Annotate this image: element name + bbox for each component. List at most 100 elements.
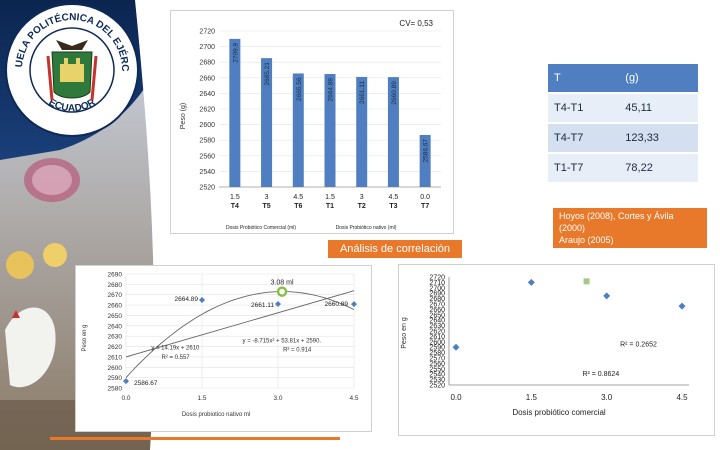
commercial-scatter-chart: Peso en g Dosis probiótico comercial 252… bbox=[401, 275, 689, 417]
logo-ring-text-bottom: ECUADOR bbox=[47, 97, 98, 115]
y-tick-label: 2580 bbox=[108, 386, 123, 393]
r2-label: R² = 0.8624 bbox=[582, 371, 619, 378]
y-tick-label: 2720 bbox=[199, 29, 215, 36]
x-tick-label: 3 bbox=[265, 194, 269, 201]
treatment-label: T3 bbox=[389, 203, 397, 210]
y-tick-label: 2650 bbox=[429, 312, 445, 319]
y-tick-label: 2620 bbox=[199, 107, 215, 114]
bar-value-label: 2685.21 bbox=[264, 62, 271, 86]
group-label-native: Dosis Probiótico nativo (ml) bbox=[336, 225, 397, 231]
y-tick-label: 2660 bbox=[199, 75, 215, 82]
bar-value-label: 2664.89 bbox=[328, 78, 335, 102]
chicken-image bbox=[5, 307, 56, 388]
y-tick-label: 2630 bbox=[108, 334, 123, 341]
y-tick-label: 2690 bbox=[429, 291, 445, 298]
y-tick-label: 2600 bbox=[199, 122, 215, 129]
x-tick-label: 3.0 bbox=[273, 395, 282, 402]
y-tick-label: 2700 bbox=[429, 285, 445, 292]
x-tick-label: 3 bbox=[360, 194, 364, 201]
y-tick-label: 2680 bbox=[199, 60, 215, 67]
x-tick-label: 4.5 bbox=[676, 393, 688, 402]
y-tick-label: 2670 bbox=[108, 292, 123, 299]
data-point bbox=[275, 300, 281, 307]
y-tick-label: 2650 bbox=[108, 313, 123, 320]
bar bbox=[419, 134, 431, 187]
linear-r2: R² = 0.557 bbox=[161, 355, 190, 361]
data-point bbox=[123, 378, 129, 385]
header-cell: T bbox=[548, 64, 620, 94]
table-cell: 123,33 bbox=[619, 123, 698, 154]
y-tick-label: 2700 bbox=[199, 44, 215, 51]
university-logo: ESCUELA POLITÉCNICA DEL EJÉRCITO ECUADOR bbox=[2, 0, 139, 137]
treatment-label: T4 bbox=[231, 203, 239, 210]
table-row: T4-T7 123,33 bbox=[548, 123, 698, 154]
y-tick-label: 2590 bbox=[429, 345, 445, 352]
y-tick-label: 2720 bbox=[429, 275, 445, 282]
data-point bbox=[199, 297, 205, 304]
x-tick-label: 4.5 bbox=[349, 395, 358, 402]
y-tick-label: 2610 bbox=[429, 334, 445, 341]
table-row: T4-T1 45,11 bbox=[548, 93, 698, 124]
reference-line: Araujo (2005) bbox=[559, 235, 614, 245]
quadratic-r2: R² = 0.914 bbox=[283, 348, 312, 354]
header-cell: (g) bbox=[619, 64, 698, 94]
y-tick-label: 2600 bbox=[429, 339, 445, 346]
treatment-label: T1 bbox=[326, 203, 334, 210]
table-cell: T4-T7 bbox=[548, 123, 620, 154]
y-tick-label: 2550 bbox=[429, 366, 445, 373]
point-label: 2660.89 bbox=[325, 301, 349, 308]
x-tick-label: 0.0 bbox=[121, 395, 130, 402]
accent-line bbox=[50, 437, 340, 440]
x-tick-label: 3.0 bbox=[601, 393, 613, 402]
x-axis-title: Dosis probiotico nativo ml bbox=[182, 412, 250, 418]
treatment-label: T6 bbox=[294, 203, 302, 210]
native-scatter-panel: Peso en g Dosis probiotico nativo ml 258… bbox=[75, 265, 372, 432]
bar bbox=[324, 73, 336, 187]
point-label: 2661.11 bbox=[251, 302, 274, 309]
y-tick-label: 2600 bbox=[108, 365, 123, 372]
correlation-title: Análisis de correlación bbox=[328, 240, 462, 258]
bar-value-label: 2586.67 bbox=[423, 139, 430, 163]
r2-label: R² = 0.2652 bbox=[620, 342, 657, 349]
chick-image bbox=[6, 251, 34, 279]
optimum-marker bbox=[583, 278, 590, 285]
treatment-label: T5 bbox=[262, 203, 270, 210]
x-tick-label: 1.5 bbox=[230, 194, 240, 201]
x-tick-label: 4.5 bbox=[389, 194, 399, 201]
linear-trendline bbox=[125, 290, 355, 358]
y-tick-label: 2690 bbox=[108, 272, 123, 279]
y-tick-label: 2630 bbox=[429, 323, 445, 330]
bar-value-label: 2709.9 bbox=[232, 43, 239, 63]
commercial-scatter-panel: Peso en g Dosis probiótico comercial 252… bbox=[398, 264, 715, 436]
y-tick-label: 2520 bbox=[429, 383, 445, 390]
y-tick-label: 2570 bbox=[429, 356, 445, 363]
quadratic-equation: y = -8.715x² + 53.81x + 2590. bbox=[243, 338, 322, 344]
comparison-table: T (g) T4-T1 45,11 T4-T7 123,33 T1-T7 78,… bbox=[548, 64, 698, 184]
y-axis-title: Peso en g bbox=[82, 324, 88, 351]
bar bbox=[356, 76, 368, 187]
optimum-marker bbox=[276, 286, 288, 297]
bar bbox=[261, 58, 273, 187]
condor-icon bbox=[56, 40, 88, 50]
bar-value-label: 2661.11 bbox=[359, 81, 366, 104]
bar-chart-panel: CV= 0,53 Peso (g) 2520 2540 2560 2580 2600 26… bbox=[170, 10, 454, 234]
data-point bbox=[678, 302, 686, 310]
bar-value-label: 2665.56 bbox=[296, 77, 303, 101]
y-tick-label: 2680 bbox=[429, 296, 445, 303]
y-axis-title: Peso en g bbox=[401, 317, 408, 349]
x-tick-label: 1.5 bbox=[526, 393, 538, 402]
data-point bbox=[351, 301, 357, 308]
x-tick-label: 0.0 bbox=[420, 194, 430, 201]
table-header-row: T (g) bbox=[548, 64, 698, 94]
y-tick-label: 2640 bbox=[199, 91, 215, 98]
y-tick-label: 2530 bbox=[429, 377, 445, 384]
bar-chart: CV= 0,53 Peso (g) 2520 2540 2560 2580 2600 26… bbox=[180, 19, 441, 231]
y-tick-label: 2580 bbox=[199, 138, 215, 145]
point-label: 2586.67 bbox=[134, 380, 158, 387]
x-tick-label: 1.5 bbox=[197, 395, 206, 402]
bar bbox=[292, 73, 304, 187]
y-axis-title: Peso (g) bbox=[180, 103, 187, 129]
table-cell: T1-T7 bbox=[548, 153, 620, 184]
y-tick-label: 2580 bbox=[429, 350, 445, 357]
references-callout: Hoyos (2008), Cortes y Ávila (2000) Arau… bbox=[553, 208, 707, 248]
